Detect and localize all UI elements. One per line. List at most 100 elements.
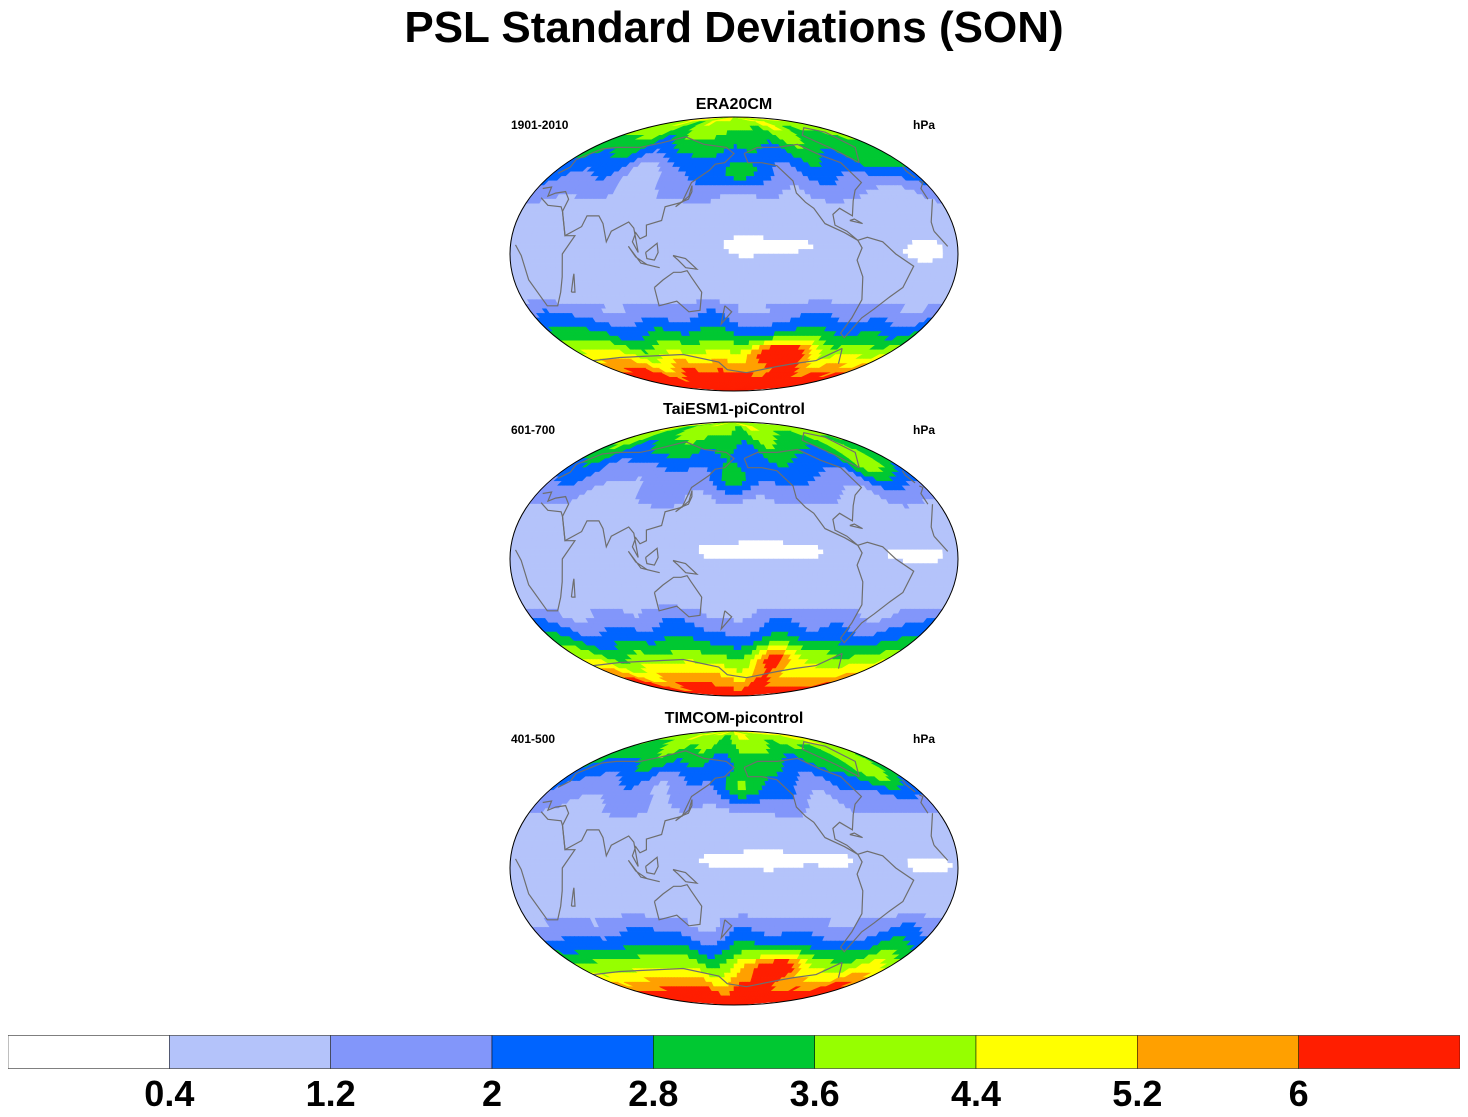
field-cell bbox=[705, 203, 712, 209]
field-cell bbox=[731, 125, 735, 132]
field-cell bbox=[674, 272, 681, 278]
field-cell bbox=[807, 230, 814, 236]
field-cell bbox=[654, 267, 661, 273]
field-cell bbox=[760, 194, 767, 200]
field-cell bbox=[530, 262, 537, 268]
field-cell bbox=[846, 272, 853, 278]
field-cell bbox=[872, 240, 879, 246]
field-cell bbox=[753, 272, 760, 278]
field-cell bbox=[723, 230, 730, 236]
field-cell bbox=[753, 253, 760, 259]
field-cell bbox=[733, 194, 739, 200]
field-cell bbox=[772, 272, 779, 278]
field-cell bbox=[714, 299, 721, 305]
field-cell bbox=[781, 217, 788, 223]
field-cell bbox=[729, 185, 735, 191]
field-cell bbox=[738, 281, 745, 287]
field-cell bbox=[690, 290, 697, 296]
field-cell bbox=[580, 235, 587, 241]
field-cell bbox=[718, 276, 725, 282]
field-cell bbox=[684, 221, 691, 227]
field-cell bbox=[877, 253, 884, 259]
field-cell bbox=[714, 212, 721, 218]
field-cell bbox=[634, 262, 641, 268]
field-cell bbox=[748, 281, 754, 287]
field-cell bbox=[584, 249, 591, 255]
field-cell bbox=[751, 198, 758, 205]
field-cell bbox=[742, 189, 748, 195]
field-cell bbox=[691, 198, 698, 205]
field-cell bbox=[791, 221, 798, 227]
field-cell bbox=[886, 235, 893, 241]
field-cell bbox=[619, 249, 625, 255]
field-cell bbox=[773, 253, 780, 259]
field-cell bbox=[686, 299, 693, 305]
field-cell bbox=[733, 226, 740, 232]
field-cell bbox=[733, 262, 740, 268]
field-cell bbox=[539, 249, 546, 255]
field-cell bbox=[788, 240, 794, 246]
field-cell bbox=[738, 290, 744, 296]
field-cell bbox=[725, 176, 731, 182]
field-cell bbox=[675, 217, 682, 223]
field-cell bbox=[827, 267, 834, 273]
field-cell bbox=[748, 244, 755, 250]
field-cell bbox=[729, 194, 735, 200]
field-cell bbox=[710, 198, 717, 205]
field-cell bbox=[704, 281, 711, 287]
field-cell bbox=[738, 244, 745, 250]
field-cell bbox=[529, 249, 536, 255]
field-cell bbox=[724, 294, 730, 300]
field-cell bbox=[937, 258, 944, 264]
field-cell bbox=[817, 235, 824, 241]
field-cell bbox=[733, 235, 740, 241]
field-cell bbox=[620, 272, 627, 278]
field-cell bbox=[599, 249, 605, 255]
field-cell bbox=[738, 217, 745, 223]
field-cell bbox=[712, 326, 718, 332]
field-cell bbox=[718, 262, 725, 268]
field-cell bbox=[713, 230, 720, 236]
field-cell bbox=[714, 281, 720, 287]
field-cell bbox=[738, 203, 744, 209]
field-cell bbox=[688, 244, 695, 250]
field-cell bbox=[797, 272, 804, 278]
field-cell bbox=[574, 262, 581, 268]
field-cell bbox=[718, 235, 725, 241]
field-cell bbox=[813, 258, 819, 264]
field-cell bbox=[704, 272, 710, 278]
field-cell bbox=[827, 240, 834, 246]
field-cell bbox=[549, 249, 556, 255]
field-cell bbox=[817, 240, 824, 246]
field-cell bbox=[731, 130, 735, 136]
field-cell bbox=[902, 244, 909, 250]
field-cell bbox=[719, 208, 725, 214]
field-cell bbox=[589, 240, 596, 246]
field-cell bbox=[614, 240, 621, 246]
field-cell bbox=[675, 285, 682, 291]
field-cell bbox=[847, 244, 854, 250]
field-cell bbox=[753, 262, 760, 268]
field-cell bbox=[902, 240, 909, 246]
field-cell bbox=[772, 281, 779, 287]
field-cell bbox=[694, 221, 701, 227]
field-cell bbox=[730, 363, 735, 369]
field-cell bbox=[708, 258, 715, 264]
field-cell bbox=[773, 235, 779, 241]
field-cell bbox=[793, 240, 799, 246]
field-cell bbox=[757, 294, 763, 300]
field-cell bbox=[706, 189, 713, 195]
field-cell bbox=[737, 171, 743, 177]
field-cell bbox=[703, 253, 710, 259]
field-cell bbox=[549, 240, 557, 246]
field-cell bbox=[738, 276, 745, 282]
field-cell bbox=[669, 230, 676, 236]
field-cell bbox=[818, 244, 824, 250]
field-cell bbox=[887, 240, 894, 246]
field-cell bbox=[709, 208, 716, 214]
field-cell bbox=[797, 267, 804, 273]
field-cell bbox=[762, 226, 769, 232]
field-cell bbox=[742, 185, 748, 191]
field-cell bbox=[947, 244, 954, 250]
field-cell bbox=[716, 185, 722, 191]
